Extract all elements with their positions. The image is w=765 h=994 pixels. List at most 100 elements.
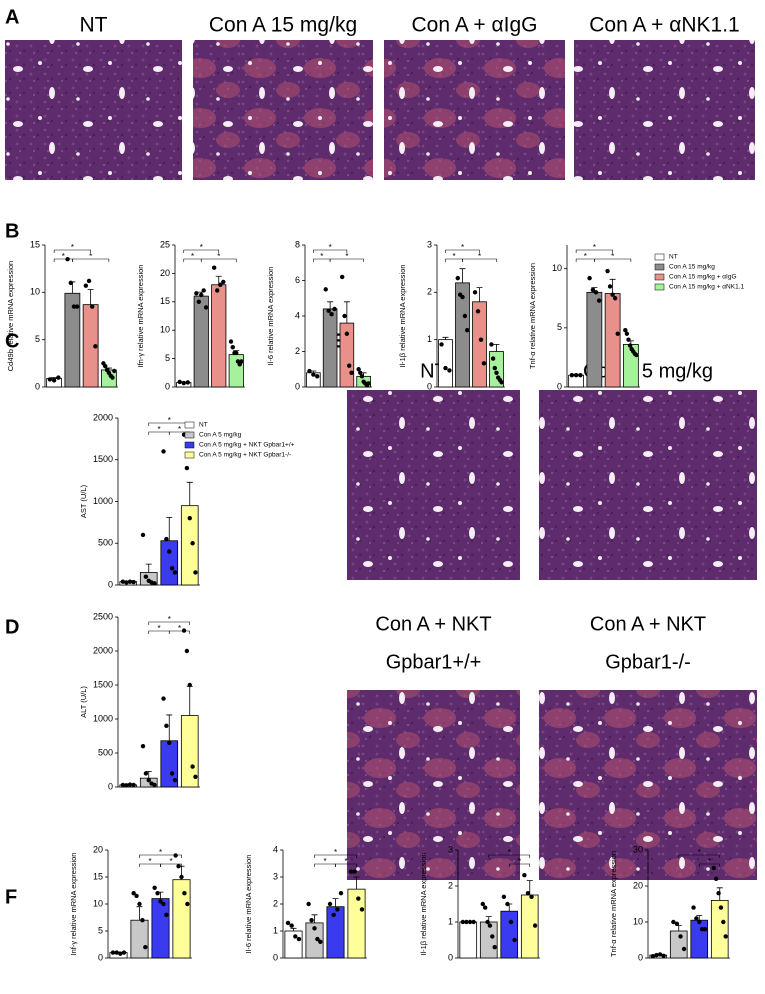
data-point — [201, 288, 206, 293]
legend-label: Con A 5 mg/kg + NKT Gpbar1-/- — [199, 452, 291, 459]
image-title: Con A + NKT — [590, 613, 706, 635]
data-point — [612, 296, 618, 301]
data-point — [112, 368, 117, 374]
data-point — [465, 328, 470, 333]
data-point — [137, 901, 142, 907]
data-point — [492, 365, 498, 371]
data-point — [203, 305, 209, 310]
data-point — [121, 950, 127, 955]
data-point — [340, 274, 345, 280]
data-point — [190, 541, 195, 546]
data-point — [480, 901, 485, 907]
data-point — [124, 783, 129, 788]
data-point — [624, 331, 630, 336]
significance-bracket — [594, 258, 632, 262]
data-point — [312, 926, 317, 931]
data-point — [569, 372, 575, 378]
y-axis-label: Il-6 relative mRNA expression — [266, 267, 275, 366]
data-point — [460, 294, 465, 300]
data-point — [439, 342, 444, 347]
y-tick-label: 3 — [448, 844, 453, 854]
data-point — [164, 536, 169, 542]
data-point — [172, 570, 178, 575]
significance-label: * — [191, 252, 194, 261]
histology-vessels — [347, 390, 520, 580]
bar — [211, 284, 227, 388]
significance-label: * — [169, 857, 172, 866]
y-tick-label: 15 — [30, 239, 40, 249]
panel-letter: D — [5, 616, 19, 638]
image-title: Con A + αIgG — [412, 14, 538, 37]
y-tick-label: 25 — [160, 239, 170, 249]
data-point — [338, 891, 344, 896]
data-point — [356, 367, 361, 372]
panel-letter: B — [5, 220, 19, 242]
error-bar — [186, 481, 193, 506]
data-point — [522, 873, 527, 878]
data-point — [610, 292, 615, 297]
legend-swatch — [184, 451, 195, 459]
bar — [151, 898, 170, 959]
image-title: Gpbar1-/- — [605, 651, 691, 673]
data-point — [131, 579, 136, 585]
data-point — [627, 343, 633, 348]
legend-swatch — [184, 421, 195, 429]
data-point — [605, 268, 610, 274]
significance-bracket — [160, 863, 182, 867]
data-point — [344, 331, 350, 336]
data-point — [143, 574, 149, 579]
data-point — [508, 919, 514, 925]
data-point — [501, 894, 507, 899]
y-tick-label: 10 — [160, 325, 170, 335]
data-point — [120, 782, 126, 788]
significance-label: * — [344, 857, 347, 866]
data-point — [124, 580, 129, 585]
y-tick-label: 0 — [273, 952, 278, 962]
data-point — [499, 380, 504, 385]
data-point — [487, 923, 493, 928]
data-point — [713, 876, 719, 881]
histology-vessels — [5, 40, 182, 180]
data-point — [176, 864, 181, 869]
significance-bracket — [678, 854, 721, 858]
significance-label: * — [518, 857, 521, 866]
y-tick-label: 2 — [273, 898, 278, 908]
y-tick-label: 3 — [273, 871, 278, 881]
y-tick-label: 1500 — [93, 679, 113, 689]
data-point — [464, 919, 469, 925]
data-point — [194, 291, 199, 296]
y-tick-label: 1 — [448, 916, 453, 926]
data-point — [177, 379, 182, 385]
data-point — [590, 287, 595, 293]
panel-letter: F — [5, 886, 17, 908]
data-point — [173, 853, 178, 858]
data-point — [103, 363, 108, 369]
data-point — [332, 306, 337, 312]
data-point — [158, 899, 163, 904]
legend-label: Con A 5 mg/kg — [199, 432, 242, 439]
histology-vessels — [539, 690, 757, 880]
significance-label: * — [320, 252, 323, 261]
error-bar — [145, 563, 152, 573]
data-point — [348, 869, 354, 874]
y-tick-label: 5 — [98, 925, 103, 935]
significance-bracket — [445, 249, 480, 253]
y-tick-label: 2500 — [93, 611, 113, 621]
data-point — [164, 912, 169, 917]
data-point — [161, 449, 166, 454]
error-bar — [332, 898, 339, 907]
y-tick-label: 2000 — [93, 645, 113, 655]
y-tick-label: 0 — [427, 381, 432, 391]
significance-label: * — [157, 425, 160, 434]
data-point — [193, 774, 198, 779]
data-point — [481, 361, 487, 366]
data-point — [349, 370, 354, 375]
bar — [130, 919, 149, 959]
data-point — [335, 907, 340, 912]
data-point — [593, 290, 599, 295]
y-axis-label: Inf-γ relative mRNA expression — [69, 853, 78, 956]
data-point — [239, 359, 244, 364]
data-point — [309, 918, 314, 923]
data-point — [347, 363, 352, 368]
data-point — [184, 648, 190, 654]
